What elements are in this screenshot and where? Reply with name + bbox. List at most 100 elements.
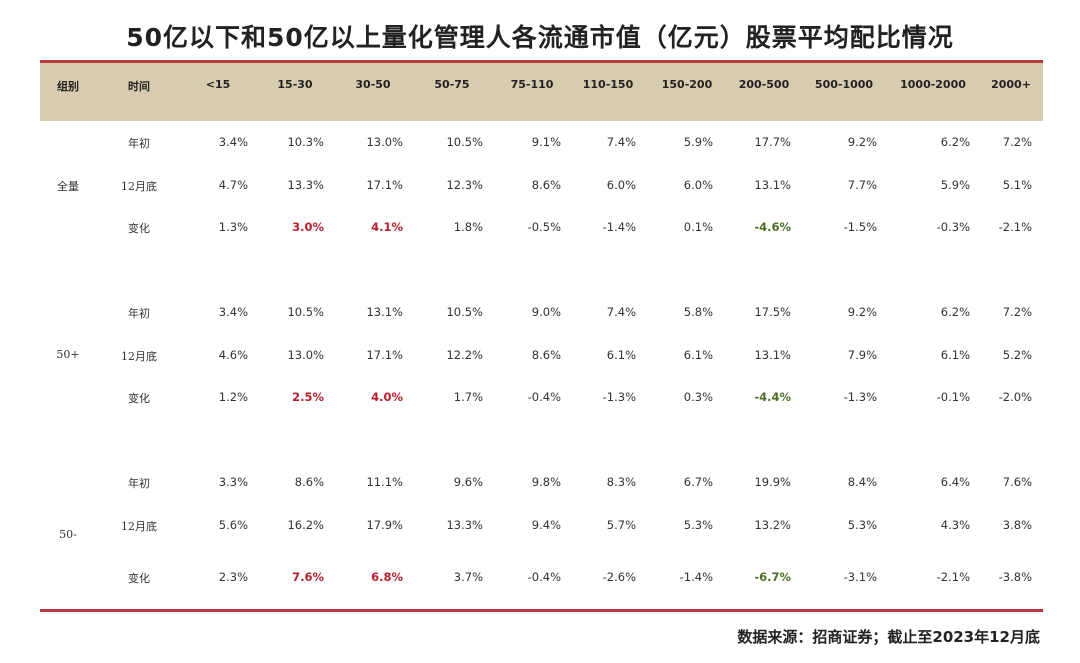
table-cell: 5.6% <box>218 518 248 532</box>
group-label: 全量 <box>57 180 79 193</box>
table-cell: 9.4% <box>531 518 561 532</box>
table-cell: 13.3% <box>446 518 483 532</box>
column-header: 组别 <box>57 80 79 93</box>
bottom-rule <box>40 609 1043 612</box>
table-cell: 13.1% <box>754 178 791 192</box>
table-cell: -1.3% <box>843 390 877 404</box>
row-label: 年初 <box>128 137 150 150</box>
table-cell: 5.3% <box>683 518 713 532</box>
table-cell: -2.1% <box>936 570 970 584</box>
table-cell: 6.1% <box>683 348 713 362</box>
table-cell: 5.1% <box>1002 178 1032 192</box>
table-cell: 0.3% <box>683 390 713 404</box>
table-cell: 7.6% <box>292 570 324 584</box>
column-header: 75-110 <box>510 78 554 91</box>
table-cell: 17.5% <box>754 305 791 319</box>
column-header: 1000-2000 <box>900 78 966 91</box>
table-cell: 13.1% <box>754 348 791 362</box>
table-cell: 17.7% <box>754 135 791 149</box>
table-cell: -2.1% <box>998 220 1032 234</box>
table-cell: 0.1% <box>683 220 713 234</box>
table-cell: 7.2% <box>1002 135 1032 149</box>
table-cell: 7.4% <box>606 305 636 319</box>
table-cell: 5.2% <box>1002 348 1032 362</box>
table-cell: 6.0% <box>683 178 713 192</box>
table-cell: 17.1% <box>366 178 403 192</box>
row-label: 变化 <box>128 222 150 235</box>
table-cell: 6.4% <box>940 475 970 489</box>
table-cell: 5.8% <box>683 305 713 319</box>
table-cell: -2.6% <box>602 570 636 584</box>
table-cell: 9.8% <box>531 475 561 489</box>
table-cell: 12.2% <box>446 348 483 362</box>
table-cell: 3.4% <box>218 305 248 319</box>
column-header: 500-1000 <box>814 78 874 91</box>
column-header: 110-150 <box>582 78 634 91</box>
table-cell: 2.5% <box>292 390 324 404</box>
row-label: 12月底 <box>121 180 157 193</box>
row-label: 12月底 <box>121 520 157 533</box>
table-cell: 10.5% <box>287 305 324 319</box>
table-cell: 1.8% <box>453 220 483 234</box>
table-cell: 6.7% <box>683 475 713 489</box>
table-cell: -0.4% <box>527 390 561 404</box>
table-cell: 4.6% <box>218 348 248 362</box>
table-cell: -0.3% <box>936 220 970 234</box>
row-label: 年初 <box>128 307 150 320</box>
table-cell: 9.1% <box>531 135 561 149</box>
table-cell: -1.4% <box>602 220 636 234</box>
table-cell: 17.9% <box>366 518 403 532</box>
table-cell: 6.2% <box>940 135 970 149</box>
table-cell: 9.2% <box>847 305 877 319</box>
table-cell: 8.6% <box>294 475 324 489</box>
table-cell: 3.3% <box>218 475 248 489</box>
table-cell: 3.8% <box>1002 518 1032 532</box>
table-cell: 4.1% <box>371 220 403 234</box>
table-cell: 17.1% <box>366 348 403 362</box>
table-cell: -3.8% <box>998 570 1032 584</box>
table-cell: 4.7% <box>218 178 248 192</box>
table-cell: 6.8% <box>371 570 403 584</box>
table-cell: 6.1% <box>940 348 970 362</box>
column-header: 200-500 <box>738 78 790 91</box>
table-cell: 9.6% <box>453 475 483 489</box>
column-header: 2000+ <box>991 78 1031 91</box>
table-cell: 7.6% <box>1002 475 1032 489</box>
table-cell: 5.9% <box>683 135 713 149</box>
table-cell: 7.7% <box>847 178 877 192</box>
table-cell: 3.4% <box>218 135 248 149</box>
table-cell: 7.2% <box>1002 305 1032 319</box>
table-cell: 6.2% <box>940 305 970 319</box>
table-cell: 9.2% <box>847 135 877 149</box>
table-cell: 10.5% <box>446 135 483 149</box>
table-cell: -4.6% <box>754 220 791 234</box>
table-cell: 13.1% <box>366 305 403 319</box>
chart-title: 50亿以下和50亿以上量化管理人各流通市值（亿元）股票平均配比情况 <box>126 23 954 52</box>
table-cell: 10.5% <box>446 305 483 319</box>
row-label: 12月底 <box>121 350 157 363</box>
table-cell: 13.3% <box>287 178 324 192</box>
row-label: 年初 <box>128 477 150 490</box>
group-label: 50+ <box>56 348 80 361</box>
table-cell: 11.1% <box>366 475 403 489</box>
table-cell: -0.5% <box>527 220 561 234</box>
table-cell: 4.3% <box>940 518 970 532</box>
table-cell: 16.2% <box>287 518 324 532</box>
table-cell: 2.3% <box>218 570 248 584</box>
table-cell: 8.4% <box>847 475 877 489</box>
source-note: 数据来源：招商证券；截止至2023年12月底 <box>737 628 1040 646</box>
table-cell: 13.0% <box>287 348 324 362</box>
table-cell: 5.9% <box>940 178 970 192</box>
table-cell: -0.4% <box>527 570 561 584</box>
header-band <box>40 63 1043 121</box>
table-cell: 4.0% <box>371 390 403 404</box>
table-cell: 10.3% <box>287 135 324 149</box>
table-cell: -4.4% <box>754 390 791 404</box>
row-label: 变化 <box>128 572 150 585</box>
table-cell: 8.6% <box>531 348 561 362</box>
table-cell: 13.0% <box>366 135 403 149</box>
column-header: 15-30 <box>277 78 313 91</box>
table-cell: -1.5% <box>843 220 877 234</box>
table-cell: -1.3% <box>602 390 636 404</box>
column-header: 30-50 <box>355 78 391 91</box>
